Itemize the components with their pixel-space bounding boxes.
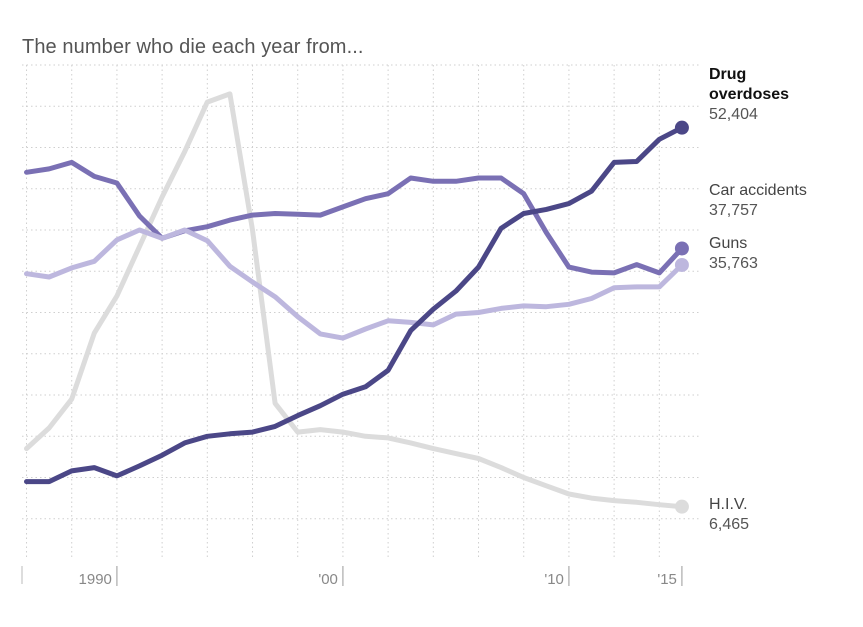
series-value-drug-overdoses: 52,404	[709, 106, 758, 123]
x-tick-label: '15	[657, 571, 677, 588]
series-label-drug-overdoses: Drug overdoses	[709, 66, 789, 103]
series-value-guns: 35,763	[709, 255, 758, 272]
grid	[22, 64, 700, 560]
series-value-car-accidents: 37,757	[709, 202, 758, 219]
series-value-h-i-v: 6,465	[709, 516, 749, 533]
chart-title: The number who die each year from...	[22, 36, 364, 58]
series-label-car-accidents: Car accidents	[709, 182, 807, 199]
x-axis: 1990 '00 '10 '15	[21, 566, 683, 588]
series-label-h-i-v: H.I.V.	[709, 496, 748, 513]
series-line-car-accidents	[24, 159, 685, 276]
series-end-point-h-i-v	[674, 499, 689, 514]
end-labels: H.I.V. 6,465 Car accidents 37,757 Guns 35,763…	[709, 66, 807, 533]
series-line-guns	[24, 227, 685, 341]
series-line-drug-overdoses	[24, 125, 685, 485]
x-tick-label: 1990	[79, 571, 112, 588]
series-lines	[24, 91, 689, 514]
x-tick-label: '00	[318, 571, 338, 588]
series-label-guns: Guns	[709, 235, 747, 252]
series-end-point-guns	[674, 257, 689, 272]
x-tick-label: '10	[544, 571, 564, 588]
series-end-point-drug-overdoses	[674, 120, 689, 135]
series-end-point-car-accidents	[674, 241, 689, 256]
series-line-h-i-v	[24, 91, 685, 510]
